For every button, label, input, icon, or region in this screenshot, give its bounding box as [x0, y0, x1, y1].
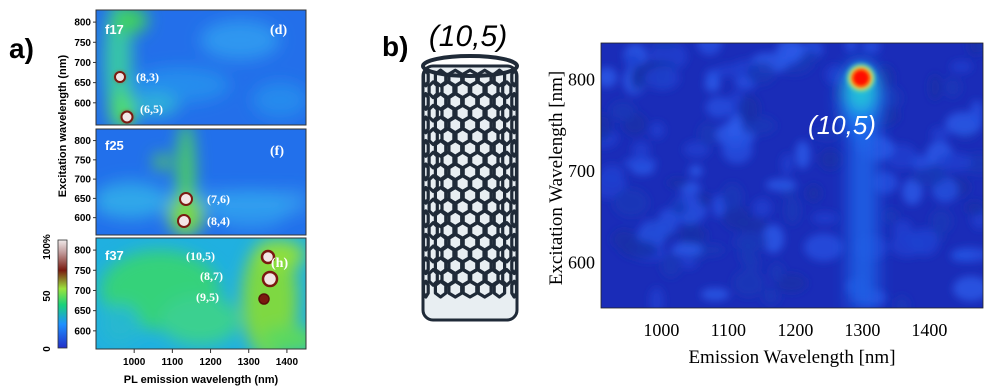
panel-a-y-tick-label: 650: [74, 78, 91, 89]
subplot-f17-name: f17: [105, 22, 124, 37]
panel-a-y-tick-label: 600: [74, 98, 91, 109]
peak-label-6-5: (6,5): [140, 102, 163, 116]
panel-a-y-tick-label: 800: [74, 136, 91, 147]
panel-a-y-tick-label: 600: [74, 326, 91, 337]
panel-a-x-tick-label: 1400: [276, 357, 299, 368]
panel-b-label: b): [382, 31, 408, 62]
panel-a-y-axis-label: Excitation wavelength (nm): [57, 54, 69, 197]
panel-a-y-tick-label: 750: [74, 38, 91, 49]
panel-b-x-ticks: 1000 1100 1200 1300 1400: [643, 320, 947, 340]
panel-b-y-ticks: 600 700 800: [568, 70, 595, 273]
subplot-f37: [96, 238, 306, 349]
subplot-f25-letter: (f): [270, 144, 284, 159]
panel-b-x-axis-label: Emission Wavelength [nm]: [688, 347, 895, 368]
panel-a-x-ticks: 1000 1100 1200 1300 1400: [123, 349, 298, 368]
panel-b-y-tick-label: 700: [568, 161, 595, 181]
panel-a-y-tick-label: 700: [74, 286, 91, 297]
panel-b-x-tick-label: 1100: [711, 320, 746, 340]
panel-b-x-tick-label: 1000: [643, 320, 679, 340]
colorbar-tick-100: 100%: [42, 234, 53, 260]
panel-b-y-axis-label: Excitation Wavelength [nm]: [546, 71, 567, 285]
subplot-f37-letter: (h): [271, 256, 288, 271]
panel-b-x-tick-label: 1300: [844, 320, 880, 340]
colorbar: 0 50 100%: [42, 234, 68, 352]
panel-a-y-tick-label: 600: [74, 213, 91, 224]
panel-a-x-tick-label: 1300: [238, 357, 261, 368]
subplot-f17: [96, 10, 306, 125]
panel-a-y-tick-label: 650: [74, 306, 91, 317]
subplot-f25: [96, 129, 306, 235]
panel-b-y-tick-label: 800: [568, 70, 595, 90]
panel-a: f17 (d) (8,3) (6,5) f25 (f) (7,6) (8,4): [42, 9, 307, 386]
panel-b-heatmap: [601, 43, 983, 308]
colorbar-tick-0: 0: [42, 346, 53, 352]
panel-b-y-tick-label: 600: [568, 252, 595, 272]
panel-b-x-tick-label: 1200: [777, 320, 813, 340]
subplot-f25-name: f25: [105, 138, 124, 153]
peak-label-10-5-a: (10,5): [186, 249, 215, 263]
panel-a-x-tick-label: 1000: [123, 357, 146, 368]
panel-a-y-tick-label: 650: [74, 194, 91, 205]
panel-a-x-axis-label: PL emission wavelength (nm): [124, 374, 279, 386]
panel-b-x-tick-label: 1400: [911, 320, 947, 340]
peak-label-8-7: (8,7): [200, 269, 223, 283]
peak-label-9-5: (9,5): [196, 290, 219, 304]
panel-a-label: a): [9, 33, 34, 64]
peak-label-7-6: (7,6): [207, 192, 230, 206]
panel-a-y-tick-label: 800: [74, 246, 91, 257]
panel-a-y-tick-label: 750: [74, 266, 91, 277]
nanotube-illustration: (10,5): [421, 20, 519, 322]
panel-b-peak-label: (10,5): [808, 110, 876, 140]
panel-a-x-tick-label: 1100: [162, 357, 184, 368]
panel-b: (10,5) 600 700 800 1000 1100 1200 1300 1400 Ex…: [546, 42, 984, 368]
peak-label-8-3: (8,3): [136, 70, 159, 84]
panel-a-y-tick-label: 800: [74, 18, 91, 29]
colorbar-tick-50: 50: [42, 290, 53, 302]
tube-title: (10,5): [429, 20, 507, 53]
subplot-f17-letter: (d): [270, 23, 287, 38]
panel-a-y-tick-label: 750: [74, 155, 91, 166]
subplot-f37-name: f37: [105, 248, 124, 263]
peak-label-8-4: (8,4): [207, 214, 230, 228]
panel-a-y-tick-label: 700: [74, 175, 91, 186]
panel-a-y-tick-label: 700: [74, 58, 91, 69]
panel-a-y-ticks: 600 650 700 750 800 600 650 700 750 800 600 650 700 7…: [74, 18, 96, 337]
panel-a-x-tick-label: 1200: [199, 357, 222, 368]
